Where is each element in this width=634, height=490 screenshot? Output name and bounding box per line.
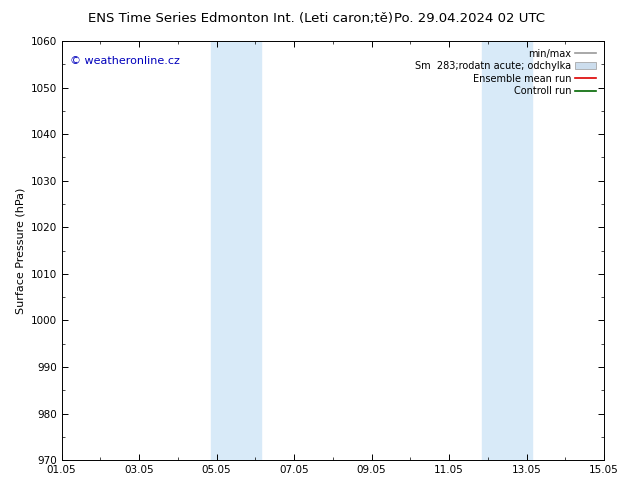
Text: © weatheronline.cz: © weatheronline.cz — [70, 56, 179, 66]
Y-axis label: Surface Pressure (hPa): Surface Pressure (hPa) — [15, 187, 25, 314]
Text: Po. 29.04.2024 02 UTC: Po. 29.04.2024 02 UTC — [394, 12, 545, 25]
Bar — [211, 41, 261, 460]
Legend: min/max, Sm  283;rodatn acute; odchylka, Ensemble mean run, Controll run: min/max, Sm 283;rodatn acute; odchylka, … — [412, 46, 599, 99]
Bar — [482, 41, 533, 460]
Text: ENS Time Series Edmonton Int. (Leti caron;tě): ENS Time Series Edmonton Int. (Leti caro… — [88, 12, 394, 25]
